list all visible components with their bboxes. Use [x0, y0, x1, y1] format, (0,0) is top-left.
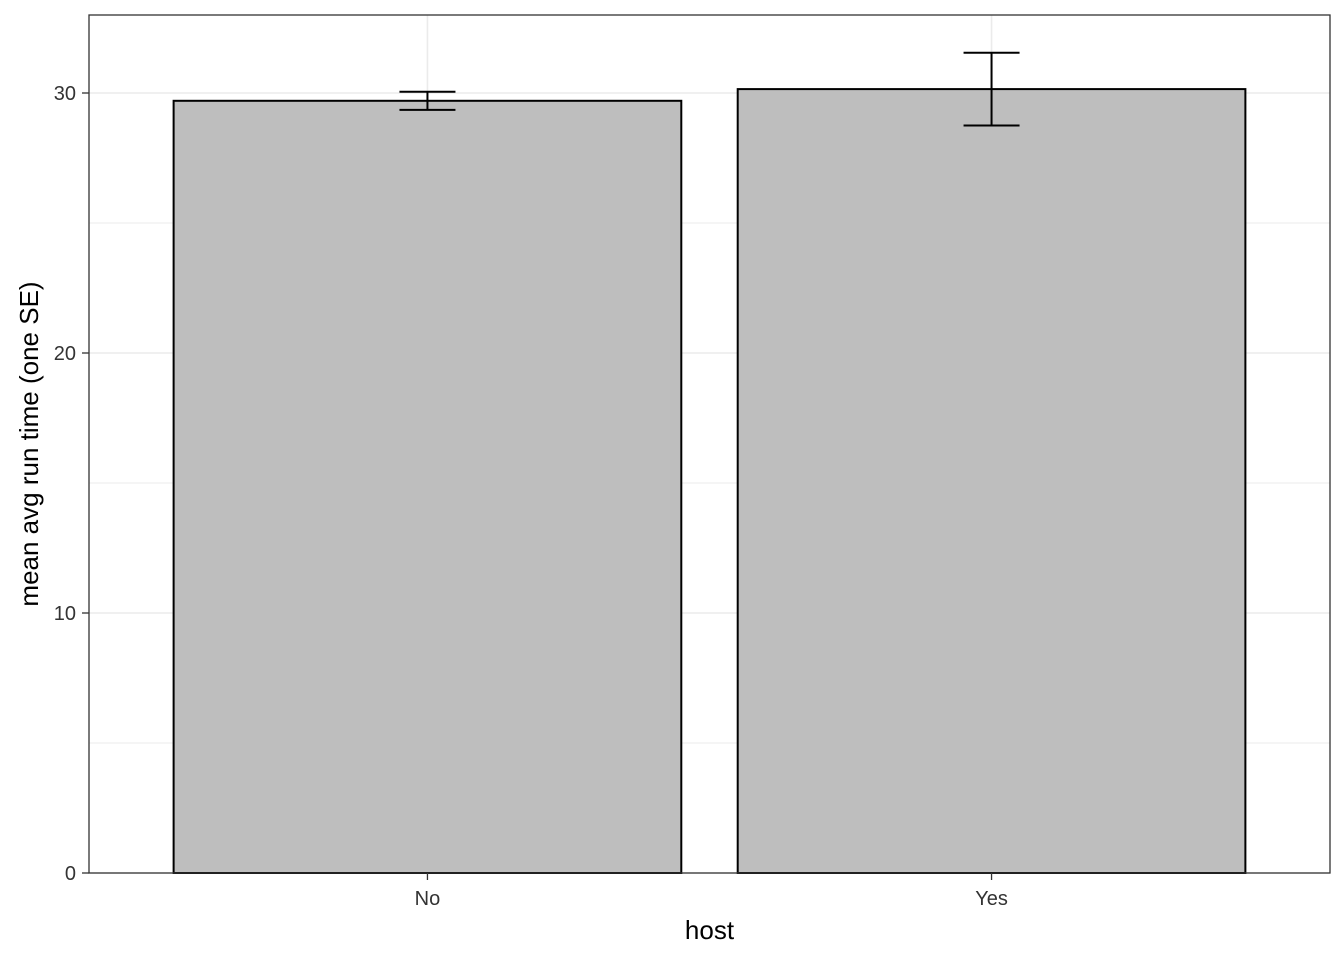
y-tick-label: 30: [54, 83, 76, 105]
x-tick-label: No: [415, 888, 441, 910]
panel-border: [88, 14, 1331, 874]
y-tick-label: 10: [54, 603, 76, 625]
x-axis-title: host: [685, 915, 735, 945]
y-axis-title: mean avg run time (one SE): [14, 281, 44, 606]
bar-yes: [736, 88, 1247, 875]
y-tick-label: 0: [65, 863, 76, 885]
x-tick-label: Yes: [975, 888, 1008, 910]
error-bar-no: [399, 90, 456, 111]
error-bars: [399, 51, 1020, 127]
y-tick-label: 20: [54, 343, 76, 365]
error-bar-yes: [963, 51, 1020, 127]
bar-no: [172, 99, 683, 875]
bars: [172, 88, 1247, 875]
y-axis: 0 10 20 30: [54, 83, 89, 885]
x-axis: No Yes: [415, 873, 1008, 910]
